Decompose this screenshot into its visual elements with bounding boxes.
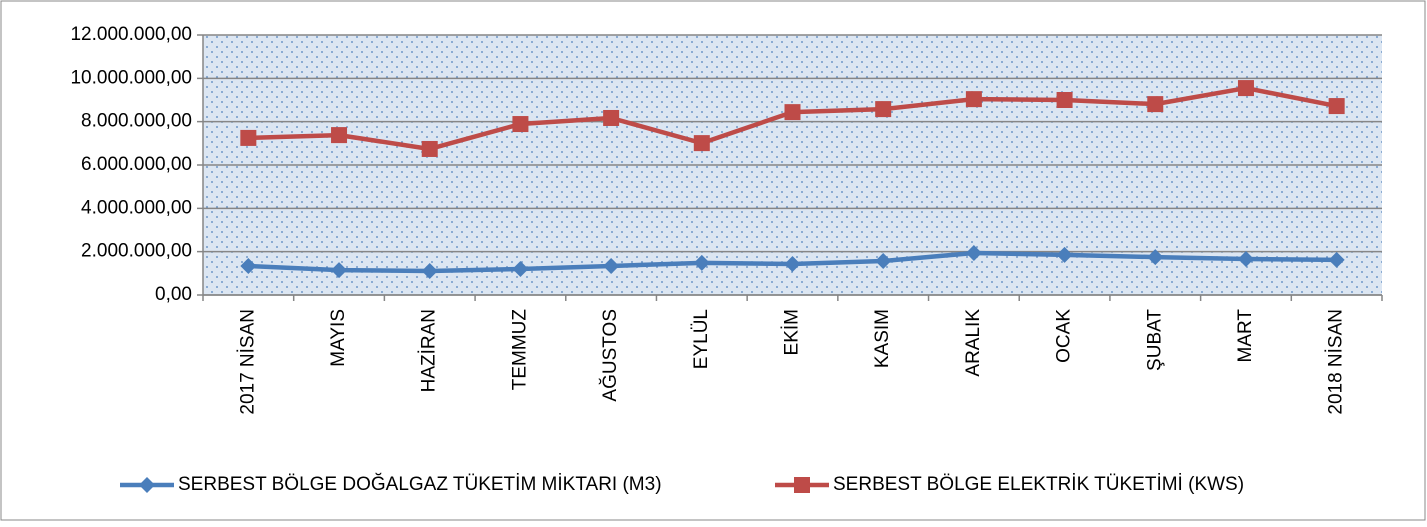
x-tick-label: EYLÜL <box>691 309 712 369</box>
data-point <box>1328 98 1345 115</box>
legend-marker <box>794 477 810 493</box>
y-tick-label: 4.000.000,00 <box>81 197 192 218</box>
data-point <box>1056 246 1073 263</box>
data-point <box>240 129 257 146</box>
x-tick-label: ŞUBAT <box>1144 309 1165 371</box>
data-point <box>512 116 529 133</box>
x-tick-label: TEMMUZ <box>509 309 530 391</box>
y-tick-label: 8.000.000,00 <box>81 111 192 132</box>
legend-label: SERBEST BÖLGE ELEKTRİK TÜKETİMİ (KWS) <box>833 474 1244 495</box>
data-point <box>693 135 710 152</box>
data-point <box>1328 251 1345 268</box>
data-point <box>603 257 620 274</box>
data-point <box>512 261 529 277</box>
data-point <box>875 101 892 118</box>
x-tick-label: MAYIS <box>328 309 349 367</box>
data-point <box>875 252 892 269</box>
y-tick-label: 10.000.000,00 <box>70 67 192 88</box>
x-tick-label: 2018 NİSAN <box>1326 309 1347 415</box>
data-point <box>603 109 620 126</box>
x-tick-label: AĞUSTOS <box>599 309 621 402</box>
legend-label: SERBEST BÖLGE DOĞALGAZ TÜKETİM MİKTARI (… <box>178 473 662 495</box>
y-tick-label: 2.000.000,00 <box>81 241 192 262</box>
x-tick-label: MART <box>1235 309 1256 363</box>
data-point <box>965 244 982 261</box>
x-tick-label: 2017 NİSAN <box>237 309 258 415</box>
data-point <box>331 262 348 279</box>
x-tick-label: ARALIK <box>963 309 984 377</box>
data-point <box>784 104 801 121</box>
x-tick-label: HAZİRAN <box>419 309 440 392</box>
data-point <box>965 91 982 108</box>
data-point <box>421 262 438 279</box>
y-tick-label: 6.000.000,00 <box>81 154 192 175</box>
legend-marker <box>139 477 155 493</box>
data-point <box>1237 80 1254 97</box>
data-point <box>784 256 801 273</box>
y-tick-label: 12.000.000,00 <box>70 24 192 45</box>
x-tick-label: OCAK <box>1054 309 1075 363</box>
data-point <box>693 254 710 271</box>
data-point <box>1237 251 1254 268</box>
data-point <box>240 257 257 274</box>
x-tick-label: EKİM <box>782 309 803 355</box>
data-point <box>1147 249 1164 266</box>
data-point <box>421 140 438 157</box>
x-tick-label: KASIM <box>872 309 893 368</box>
data-point <box>1147 96 1164 113</box>
data-point <box>331 127 348 144</box>
y-tick-label: 0,00 <box>155 284 192 305</box>
data-point <box>1056 92 1073 108</box>
